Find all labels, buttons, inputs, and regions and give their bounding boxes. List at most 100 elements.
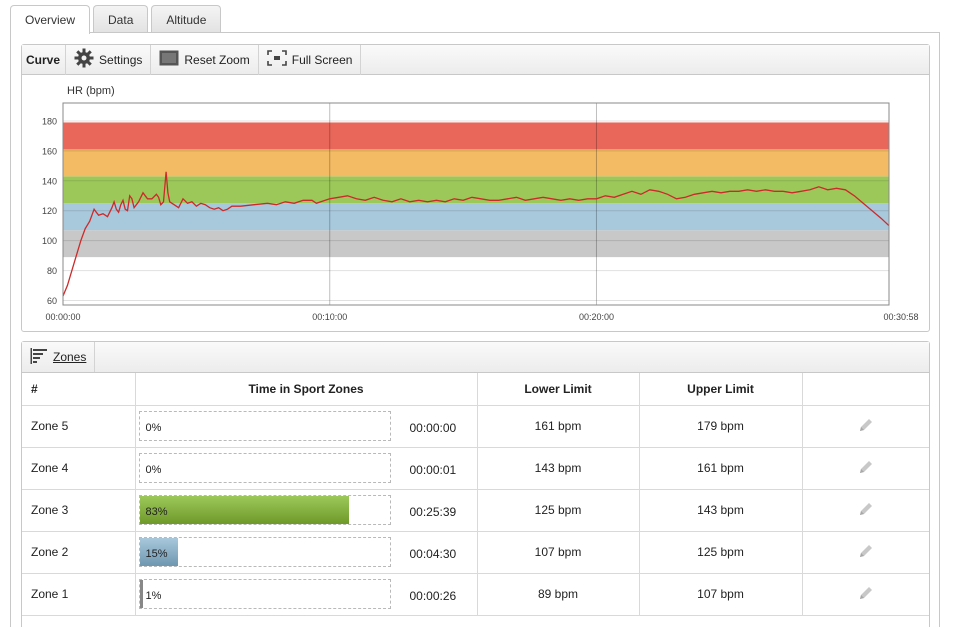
y-tick-label: 80 bbox=[47, 266, 57, 276]
y-ticks: 60 80 100 120 140 160 180 bbox=[42, 116, 57, 306]
zone-name: Zone 2 bbox=[22, 531, 136, 574]
header-actions bbox=[802, 373, 929, 406]
zone-time: 00:25:39 bbox=[409, 504, 457, 519]
zone-lower-limit: 107 bpm bbox=[477, 531, 640, 574]
reset-zoom-label: Reset Zoom bbox=[184, 52, 250, 67]
zone-progress-bar: 83% bbox=[138, 494, 391, 525]
full-screen-icon bbox=[266, 50, 287, 69]
zone-progress-fill bbox=[139, 579, 143, 608]
zone-lower-limit: 143 bpm bbox=[477, 447, 640, 490]
x-ticks: 00:00:00 00:10:00 00:20:00 00:30:58 bbox=[45, 312, 918, 322]
zone-percent: 0% bbox=[145, 421, 162, 434]
zone-row: Zone 1 1% 00:00:26 89 bpm 107 bpm bbox=[22, 573, 929, 616]
zone-band bbox=[63, 122, 889, 150]
zone-progress-fill bbox=[139, 537, 178, 566]
plot-frame bbox=[62, 102, 890, 306]
y-tick-label: 120 bbox=[42, 206, 57, 216]
zone-progress-bar: 0% bbox=[138, 410, 391, 441]
time-in-zone-cell: 83% 00:25:39 bbox=[135, 489, 478, 532]
curve-title: Curve bbox=[22, 44, 67, 75]
zone-progress-fill bbox=[139, 495, 349, 524]
curve-toolbar: Curve S bbox=[22, 44, 929, 75]
zone-time: 00:00:01 bbox=[409, 462, 457, 477]
zone-edit-cell bbox=[802, 573, 929, 616]
y-tick-label: 60 bbox=[47, 296, 57, 306]
zone-band bbox=[63, 230, 889, 258]
zones-toggle[interactable]: Zones bbox=[22, 342, 96, 372]
zones-table: # Time in Sport Zones Lower Limit Upper … bbox=[22, 373, 929, 616]
pencil-icon[interactable] bbox=[858, 585, 874, 604]
header-upper-limit: Upper Limit bbox=[639, 373, 803, 406]
y-tick-label: 180 bbox=[42, 116, 57, 126]
zone-upper-limit: 179 bpm bbox=[639, 405, 803, 448]
zone-upper-limit: 125 bpm bbox=[639, 531, 803, 574]
zone-percent: 83% bbox=[145, 505, 168, 518]
zone-percent: 1% bbox=[145, 589, 162, 602]
zones-toolbar: Zones bbox=[22, 342, 929, 373]
y-axis-label: HR (bpm) bbox=[67, 85, 115, 97]
zone-lower-limit: 125 bpm bbox=[477, 489, 640, 532]
grid-lines bbox=[63, 103, 889, 305]
zone-name: Zone 5 bbox=[22, 405, 136, 448]
zone-band bbox=[63, 149, 889, 177]
zone-edit-cell bbox=[802, 447, 929, 490]
zone-time: 00:04:30 bbox=[409, 546, 457, 561]
pencil-icon[interactable] bbox=[858, 417, 874, 436]
x-tick-label: 00:10:00 bbox=[312, 312, 347, 322]
x-tick-label: 00:20:00 bbox=[579, 312, 614, 322]
zone-percent: 0% bbox=[145, 463, 162, 476]
tab-content bbox=[10, 32, 940, 627]
zone-time: 00:00:00 bbox=[409, 420, 457, 435]
tab-data[interactable]: Data bbox=[93, 5, 149, 33]
zone-row: Zone 3 83% 00:25:39 125 bpm 143 bpm bbox=[22, 489, 929, 532]
x-tick-label: 00:00:00 bbox=[45, 312, 80, 322]
curve-panel: Curve S bbox=[21, 44, 930, 332]
zone-name: Zone 4 bbox=[22, 447, 136, 490]
zone-upper-limit: 161 bpm bbox=[639, 447, 803, 490]
header-lower-limit: Lower Limit bbox=[477, 373, 640, 406]
reset-zoom-icon bbox=[159, 50, 179, 69]
zone-progress-bar: 1% bbox=[138, 578, 391, 609]
zone-upper-limit: 143 bpm bbox=[639, 489, 803, 532]
y-tick-label: 100 bbox=[42, 236, 57, 246]
zone-name: Zone 1 bbox=[22, 573, 136, 616]
pencil-icon[interactable] bbox=[858, 543, 874, 562]
zones-header-row: # Time in Sport Zones Lower Limit Upper … bbox=[22, 373, 929, 406]
time-in-zone-cell: 0% 00:00:01 bbox=[135, 447, 478, 490]
zone-edit-cell bbox=[802, 531, 929, 574]
zones-title: Zones bbox=[53, 350, 87, 364]
heart-rate-series-line bbox=[62, 171, 890, 297]
zone-progress-bar: 15% bbox=[138, 536, 391, 567]
time-in-zone-cell: 15% 00:04:30 bbox=[135, 531, 478, 574]
zone-bands bbox=[63, 122, 889, 258]
settings-button[interactable]: Settings bbox=[66, 44, 152, 75]
zone-lower-limit: 89 bpm bbox=[477, 573, 640, 616]
zone-row: Zone 5 0% 00:00:00 161 bpm 179 bpm bbox=[22, 405, 929, 448]
tab-altitude[interactable]: Altitude bbox=[151, 5, 222, 33]
zone-lower-limit: 161 bpm bbox=[477, 405, 640, 448]
pencil-icon[interactable] bbox=[858, 501, 874, 520]
time-in-zone-cell: 0% 00:00:00 bbox=[135, 405, 478, 448]
full-screen-label: Full Screen bbox=[291, 52, 353, 67]
settings-label: Settings bbox=[99, 52, 143, 67]
header-number: # bbox=[22, 373, 136, 406]
zone-percent: 15% bbox=[145, 547, 168, 560]
zone-row: Zone 4 0% 00:00:01 143 bpm 161 bpm bbox=[22, 447, 929, 490]
pencil-icon[interactable] bbox=[858, 459, 874, 478]
zone-name: Zone 3 bbox=[22, 489, 136, 532]
reset-zoom-button[interactable]: Reset Zoom bbox=[151, 44, 259, 75]
tab-overview[interactable]: Overview bbox=[10, 5, 91, 34]
zone-edit-cell bbox=[802, 489, 929, 532]
full-screen-button[interactable]: Full Screen bbox=[259, 44, 362, 75]
zone-upper-limit: 107 bpm bbox=[639, 573, 803, 616]
gear-icon bbox=[74, 48, 94, 71]
zone-edit-cell bbox=[802, 405, 929, 448]
tab-bar: Overview Data Altitude bbox=[10, 5, 224, 34]
time-in-zone-cell: 1% 00:00:26 bbox=[135, 573, 478, 616]
zone-progress-bar: 0% bbox=[138, 452, 391, 483]
zones-list-icon bbox=[30, 347, 48, 367]
zone-band bbox=[63, 203, 889, 231]
zones-panel: Zones # Time in Sport Zones Lower Limit … bbox=[21, 341, 930, 627]
y-tick-label: 140 bbox=[42, 176, 57, 186]
